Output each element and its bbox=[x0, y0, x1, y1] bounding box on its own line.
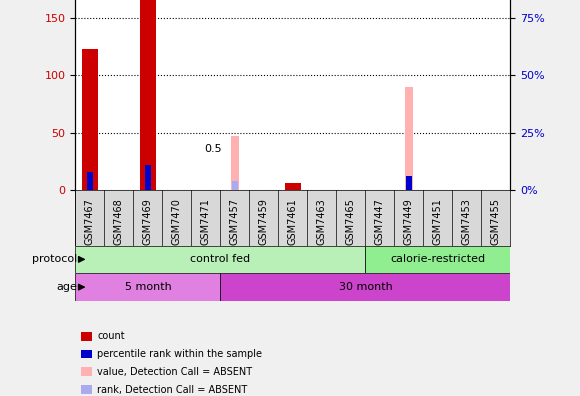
Bar bbox=[75, 246, 365, 273]
Text: percentile rank within the sample: percentile rank within the sample bbox=[97, 349, 262, 359]
Text: age: age bbox=[56, 282, 77, 292]
Text: protocol: protocol bbox=[31, 254, 77, 265]
Bar bbox=[220, 273, 510, 301]
Text: GSM7449: GSM7449 bbox=[404, 198, 414, 245]
Text: 0.5: 0.5 bbox=[204, 143, 222, 154]
Text: GSM7467: GSM7467 bbox=[85, 198, 95, 245]
Text: GSM7451: GSM7451 bbox=[433, 198, 443, 245]
Text: count: count bbox=[97, 331, 125, 341]
Text: 5 month: 5 month bbox=[125, 282, 171, 292]
Bar bbox=[285, 183, 301, 190]
Bar bbox=[365, 246, 510, 273]
Text: GSM7455: GSM7455 bbox=[491, 198, 501, 246]
Text: GSM7471: GSM7471 bbox=[201, 198, 211, 245]
Bar bbox=[406, 176, 412, 190]
Bar bbox=[230, 136, 240, 190]
Text: GSM7470: GSM7470 bbox=[172, 198, 182, 245]
Bar bbox=[75, 273, 220, 301]
Text: calorie-restricted: calorie-restricted bbox=[390, 254, 485, 265]
Bar bbox=[145, 165, 151, 190]
Text: GSM7463: GSM7463 bbox=[317, 198, 327, 245]
Text: GSM7457: GSM7457 bbox=[230, 198, 240, 246]
Text: GSM7447: GSM7447 bbox=[375, 198, 385, 245]
Bar bbox=[82, 49, 98, 190]
Bar bbox=[404, 87, 414, 190]
Text: GSM7468: GSM7468 bbox=[114, 198, 124, 245]
Text: 30 month: 30 month bbox=[339, 282, 392, 292]
Bar bbox=[87, 172, 93, 190]
Text: rank, Detection Call = ABSENT: rank, Detection Call = ABSENT bbox=[97, 385, 248, 395]
Text: GSM7453: GSM7453 bbox=[462, 198, 472, 245]
Text: GSM7469: GSM7469 bbox=[143, 198, 153, 245]
Bar bbox=[140, 0, 156, 190]
Bar bbox=[232, 181, 238, 190]
Text: GSM7465: GSM7465 bbox=[346, 198, 356, 245]
Text: value, Detection Call = ABSENT: value, Detection Call = ABSENT bbox=[97, 367, 252, 377]
Text: control fed: control fed bbox=[190, 254, 251, 265]
Text: GSM7459: GSM7459 bbox=[259, 198, 269, 245]
Text: GSM7461: GSM7461 bbox=[288, 198, 298, 245]
